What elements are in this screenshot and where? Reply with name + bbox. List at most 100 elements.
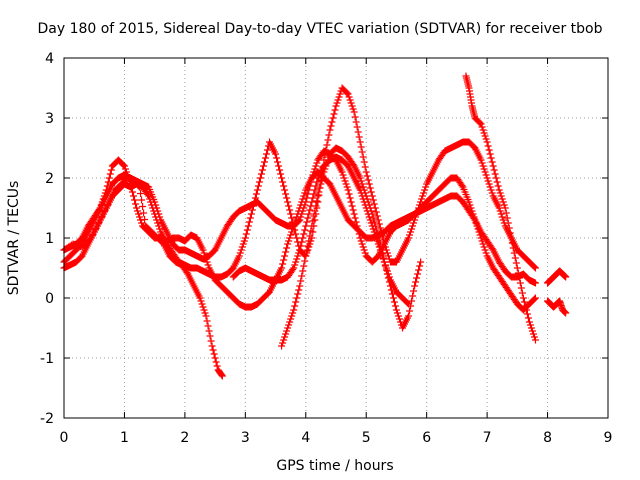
data-point [283, 244, 291, 252]
data-point [206, 332, 214, 340]
data-point [495, 186, 503, 194]
data-point [414, 270, 422, 278]
data-point [137, 216, 145, 224]
data-point [107, 166, 115, 174]
data-point [378, 250, 386, 258]
data-point [301, 226, 309, 234]
data-point [314, 198, 322, 206]
data-point [199, 303, 207, 311]
data-point [155, 222, 163, 230]
data-point [139, 203, 147, 210]
data-point [119, 161, 127, 169]
data-point [530, 295, 538, 303]
data-point [374, 234, 382, 242]
data-point [481, 246, 489, 254]
data-point [518, 289, 526, 297]
data-point [304, 242, 312, 250]
data-point [370, 218, 378, 226]
data-point [479, 240, 487, 248]
data-point [273, 154, 281, 162]
data-point [289, 266, 297, 273]
data-point [339, 171, 347, 179]
data-point [293, 294, 301, 302]
data-point [327, 122, 335, 130]
data-point [511, 254, 519, 262]
data-point [498, 195, 506, 203]
data-point [300, 262, 308, 270]
data-point [294, 252, 302, 260]
data-point [465, 198, 473, 206]
data-point [254, 182, 262, 190]
data-point [412, 213, 420, 221]
data-point [477, 234, 485, 242]
data-point [291, 302, 299, 310]
data-point [360, 186, 368, 194]
data-point [507, 234, 515, 242]
data-point [260, 158, 268, 166]
data-point [331, 106, 339, 114]
data-point [497, 210, 505, 218]
data-point [322, 162, 330, 170]
data-point [255, 178, 263, 186]
data-point [332, 102, 340, 110]
y-tick-label: -1 [40, 351, 54, 367]
data-point [419, 192, 427, 200]
data-point [505, 224, 513, 232]
data-point [377, 228, 385, 236]
data-point [360, 246, 368, 254]
data-point [283, 327, 291, 335]
data-point [391, 302, 399, 310]
series-track-6 [278, 144, 425, 350]
data-point [478, 123, 486, 131]
data-point [381, 243, 389, 251]
data-point [389, 294, 397, 302]
data-point [238, 243, 246, 251]
y-tick-label: 1 [45, 231, 54, 247]
data-point [346, 194, 354, 202]
data-point [352, 218, 360, 226]
grid [64, 58, 608, 418]
data-point [279, 339, 287, 347]
data-point [379, 236, 387, 244]
data-point [301, 201, 309, 209]
data-point [284, 198, 292, 206]
y-tick-label: 4 [45, 51, 54, 67]
data-point [415, 266, 423, 274]
data-point [365, 180, 373, 188]
data-point [521, 302, 529, 310]
data-point [340, 174, 348, 182]
data-point [406, 307, 414, 315]
data-point [531, 279, 539, 287]
data-point [510, 249, 518, 257]
data-point [458, 182, 466, 189]
data-point [146, 195, 154, 203]
data-point [480, 129, 488, 137]
data-point [296, 282, 304, 290]
data-point [306, 206, 314, 214]
data-point [249, 202, 257, 210]
data-point [513, 264, 521, 272]
data-point [514, 269, 522, 277]
data-point [341, 177, 349, 185]
data-point [322, 146, 330, 154]
data-point [306, 182, 314, 190]
data-point [288, 214, 296, 222]
data-point [383, 270, 391, 278]
data-point [405, 234, 413, 242]
x-tick-label: 2 [180, 430, 189, 446]
data-point [415, 204, 423, 212]
data-point [281, 186, 289, 194]
data-point [211, 354, 219, 362]
data-point [488, 189, 496, 197]
data-point [301, 257, 309, 265]
data-point [310, 190, 318, 198]
data-point [305, 210, 313, 218]
data-point [245, 218, 253, 226]
data-point [374, 216, 382, 224]
data-point [289, 309, 297, 317]
data-point [416, 201, 424, 209]
data-point [239, 240, 247, 248]
data-point [483, 174, 491, 182]
data-point [148, 201, 156, 209]
data-point [305, 186, 313, 194]
